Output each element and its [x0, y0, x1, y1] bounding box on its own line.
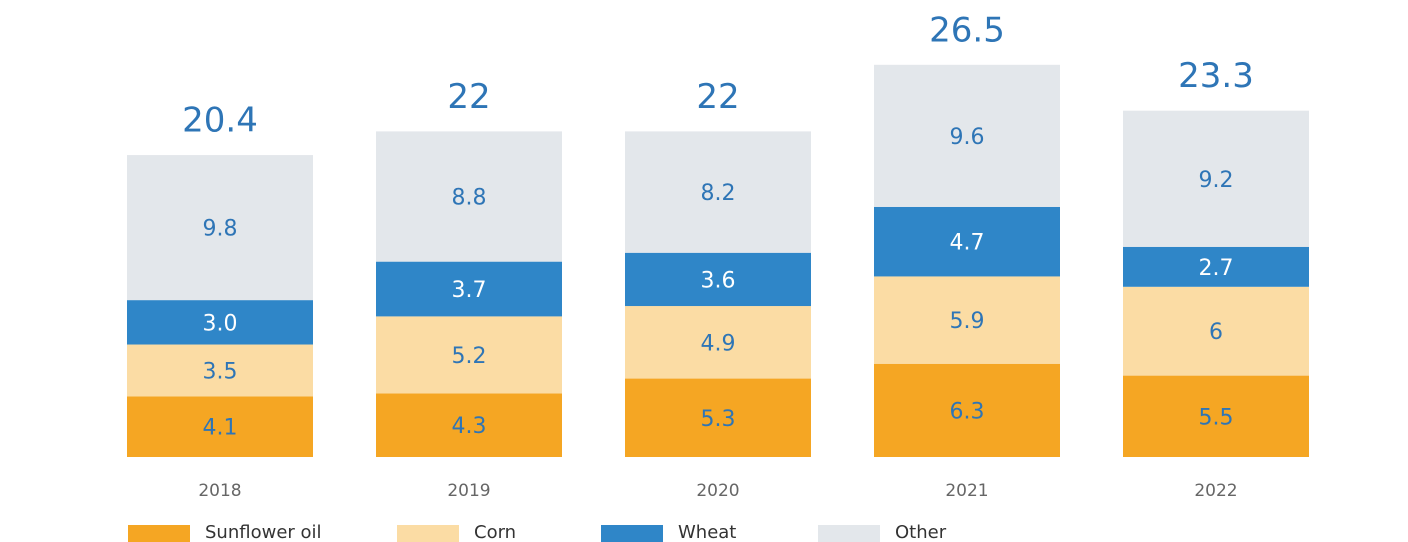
data-label: 3.5 — [203, 359, 238, 384]
data-label: 9.6 — [950, 125, 985, 150]
x-tick-label: 2018 — [198, 481, 241, 501]
data-label: 4.3 — [452, 414, 487, 439]
data-label: 3.7 — [452, 278, 487, 303]
data-label: 3.6 — [701, 268, 736, 293]
x-tick-label: 2022 — [1194, 481, 1237, 501]
legend-label: Wheat — [678, 522, 736, 542]
bar-segment — [625, 131, 811, 253]
bar-segment — [625, 378, 811, 457]
total-label: 22 — [696, 77, 739, 117]
x-tick-label: 2020 — [696, 481, 739, 501]
data-label: 2.7 — [1199, 256, 1234, 281]
data-label: 3.0 — [203, 311, 238, 336]
legend-swatch — [397, 525, 459, 542]
bar-segment — [127, 300, 313, 345]
total-label: 22 — [447, 77, 490, 117]
legend-swatch — [818, 525, 880, 542]
data-label: 8.8 — [452, 186, 487, 211]
data-label: 6.3 — [950, 399, 985, 424]
total-label: 20.4 — [182, 101, 258, 141]
bar-segment — [376, 261, 562, 317]
bar-segment — [874, 64, 1060, 207]
bar-segment — [127, 396, 313, 457]
data-label: 8.2 — [701, 181, 736, 206]
bar-segment — [376, 131, 562, 262]
bar-segment — [874, 276, 1060, 364]
data-label: 9.8 — [203, 217, 238, 242]
data-label: 4.7 — [950, 231, 985, 256]
bar-segment — [1123, 110, 1309, 247]
data-label: 5.5 — [1199, 405, 1234, 430]
bar-segment — [376, 316, 562, 394]
bar-segment — [127, 344, 313, 397]
legend-swatch — [128, 525, 190, 542]
data-label: 4.9 — [701, 331, 736, 356]
legend-label: Other — [895, 522, 947, 542]
data-label: 9.2 — [1199, 168, 1234, 193]
data-label: 5.9 — [950, 309, 985, 334]
data-label: 5.3 — [701, 407, 736, 432]
bar-segment — [376, 393, 562, 457]
data-label: 6 — [1209, 320, 1223, 345]
total-label: 26.5 — [929, 10, 1005, 50]
bar-segment — [874, 363, 1060, 457]
bar-segment — [127, 155, 313, 301]
bar-segment — [1123, 286, 1309, 376]
bar-segment — [1123, 375, 1309, 457]
legend-label: Sunflower oil — [205, 522, 322, 542]
legend-label: Corn — [474, 522, 516, 542]
bar-segment — [1123, 246, 1309, 287]
bar-segment — [625, 252, 811, 307]
legend-swatch — [601, 525, 663, 542]
bar-segment — [625, 306, 811, 379]
data-label: 5.2 — [452, 344, 487, 369]
data-label: 4.1 — [203, 416, 238, 441]
bar-segment — [874, 206, 1060, 277]
x-tick-label: 2019 — [447, 481, 490, 501]
x-tick-label: 2021 — [945, 481, 988, 501]
total-label: 23.3 — [1178, 56, 1254, 96]
